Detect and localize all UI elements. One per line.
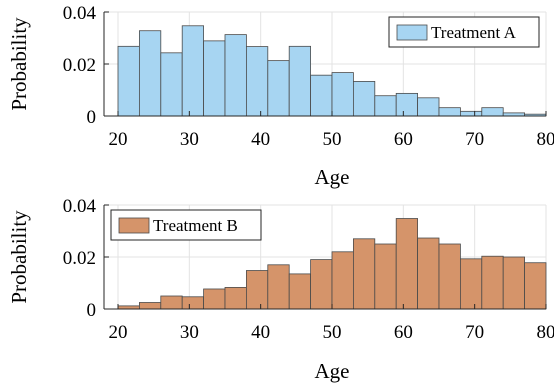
histogram-bar <box>224 287 247 310</box>
chart-panel-2: 20 30 40 50 60 70 80 0 0.02 0.04 Age Probability Tre… <box>7 196 554 383</box>
legend: Treatment B <box>110 209 262 241</box>
legend-entry: Treatment B <box>153 216 238 235</box>
histogram-bar <box>267 60 290 117</box>
histogram-bar <box>288 273 312 310</box>
histogram-bar <box>138 302 162 310</box>
histogram-bar <box>374 243 397 310</box>
x-tick-label: 50 <box>323 322 342 343</box>
x-tick-label: 70 <box>465 322 484 343</box>
histogram-bar <box>181 296 204 310</box>
histogram-bar <box>459 258 483 310</box>
histogram-bar <box>374 95 397 117</box>
x-axis-label: Age <box>315 359 350 383</box>
x-tick-label: 60 <box>394 322 413 343</box>
legend-swatch <box>118 217 150 234</box>
histogram-bar <box>481 107 504 117</box>
histogram-bar <box>352 238 376 310</box>
legend-entry: Treatment A <box>431 23 517 42</box>
histogram-bar <box>459 110 483 117</box>
x-tick-label: 70 <box>465 129 484 150</box>
histogram-bar <box>267 264 290 310</box>
y-tick-label: 0.04 <box>63 3 97 24</box>
histogram-bar <box>395 92 419 117</box>
histogram-bar <box>331 72 354 117</box>
histogram-bar <box>310 74 333 117</box>
histogram-bar <box>160 52 183 117</box>
x-tick-label: 20 <box>109 129 128 150</box>
x-tick-label: 40 <box>251 129 270 150</box>
histogram-bar <box>481 255 504 310</box>
x-tick-label: 80 <box>537 129 554 150</box>
x-tick-label: 40 <box>251 322 270 343</box>
histogram-bar <box>352 81 376 117</box>
histogram-bar <box>138 30 162 117</box>
histogram-bar <box>203 40 226 117</box>
x-axis-label: Age <box>315 165 350 189</box>
y-tick-label: 0 <box>87 300 97 321</box>
y-axis-label: Probability <box>7 210 31 304</box>
histogram-bar <box>224 34 247 117</box>
x-tick-label: 30 <box>180 322 199 343</box>
histogram-bar <box>331 251 354 310</box>
histogram-bar <box>417 97 440 117</box>
x-tick-label: 20 <box>109 322 128 343</box>
x-tick-label: 80 <box>537 322 554 343</box>
histogram-bar <box>117 45 140 117</box>
histogram-bar <box>438 107 461 117</box>
y-tick-label: 0.02 <box>63 248 96 269</box>
y-tick-label: 0 <box>87 107 97 128</box>
histogram-bar <box>288 45 312 117</box>
y-axis-label: Probability <box>7 17 31 111</box>
histogram-bar <box>245 270 269 310</box>
histogram-bar <box>310 259 333 310</box>
histogram-bar <box>203 288 226 310</box>
histogram-bar <box>181 25 204 117</box>
histogram-bar <box>395 218 419 310</box>
histogram-bar <box>502 256 526 310</box>
x-tick-label: 60 <box>394 129 413 150</box>
histogram-bar <box>417 237 440 310</box>
histogram-bar <box>438 243 461 310</box>
chart-panel-1: 20 30 40 50 60 70 80 0 0.02 0.04 Age Probability Tre… <box>7 3 554 189</box>
y-tick-label: 0.04 <box>63 196 97 217</box>
x-tick-label: 30 <box>180 129 199 150</box>
histogram-bar <box>245 46 269 117</box>
x-tick-label: 50 <box>323 129 342 150</box>
histogram-bar <box>524 262 547 310</box>
y-tick-label: 0.02 <box>63 55 96 76</box>
histogram-bar <box>160 295 183 310</box>
legend: Treatment A <box>388 16 540 48</box>
legend-swatch <box>396 24 428 41</box>
